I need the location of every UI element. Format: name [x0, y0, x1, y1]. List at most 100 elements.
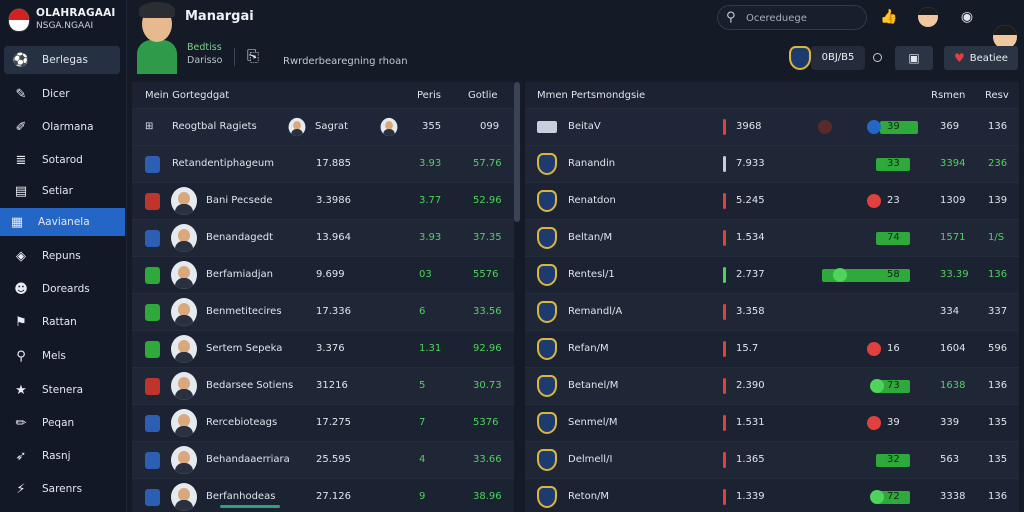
row-name: Bani Pecsede	[206, 195, 273, 206]
table-row[interactable]: Bedarsee Sotiens 31216 5 30.73	[132, 367, 514, 404]
sidebar-item-label: Mels	[42, 350, 66, 362]
row-col2: 38.96	[473, 491, 502, 502]
row-col1: 1638	[940, 380, 966, 391]
table-row[interactable]: Refan/M 15.7 16 1604 596	[525, 330, 1019, 367]
table-row[interactable]: Beltan/M 1.534 74 1571 1/S	[525, 219, 1019, 256]
rating-value: 73	[887, 380, 900, 391]
scrollbar[interactable]	[514, 82, 520, 222]
club-crest-icon	[537, 449, 557, 471]
row-col2: 136	[988, 380, 1008, 391]
sidebar-item-label: Sarenrs	[42, 483, 83, 495]
sidebar-item-9[interactable]: ⚑ Rattan	[4, 308, 120, 336]
table-row[interactable]: Berfamiadjan 9.699 03 5576	[132, 256, 514, 293]
player-avatar	[137, 2, 177, 74]
row-value: 3.3986	[316, 195, 351, 206]
sidebar-item-6[interactable]: ▦ Aavianela	[0, 208, 125, 236]
table-row[interactable]: Behandaaerriara 25.595 4 33.66	[132, 441, 514, 478]
sidebar-item-5[interactable]: ▤ Setiar	[4, 177, 120, 205]
thumbs-up-icon[interactable]: 👍	[880, 9, 898, 25]
sidebar-item-4[interactable]: ≣ Sotarod	[4, 146, 120, 174]
col-header-2[interactable]: Resv	[985, 90, 1009, 101]
sidebar-item-label: Berlegas	[42, 54, 88, 66]
table-row[interactable]: Bani Pecsede 3.3986 3.77 52.96	[132, 182, 514, 219]
row-name: Berfamiadjan	[206, 269, 274, 280]
row-value: 3.358	[736, 306, 765, 317]
row-name: Rentesl/1	[568, 269, 615, 280]
col-header-1[interactable]: Rsmen	[931, 90, 966, 101]
club-crest-icon	[537, 227, 557, 249]
table-row[interactable]: Benandagedt 13.964 3.93 37.35	[132, 219, 514, 256]
club-crest-icon	[537, 121, 557, 133]
table-row-highlight[interactable]: BeitaV 3968 39 369 136	[525, 108, 1019, 145]
table-row[interactable]: Berfanhodeas 27.126 9 38.96	[132, 478, 514, 512]
table-row[interactable]: Rentesl/1 2.737 58 33.39 136	[525, 256, 1019, 293]
trend-marker-icon	[723, 267, 726, 283]
sidebar-item-7[interactable]: ◈ Repuns	[4, 242, 120, 270]
sidebar-item-label: Sotarod	[42, 154, 83, 166]
flag-icon: ⚑	[15, 314, 27, 330]
row-col1: 3.93	[419, 232, 442, 243]
row-col2: 33.66	[473, 454, 502, 465]
club-badge-icon	[145, 156, 160, 173]
row-value: 27.126	[316, 491, 351, 502]
status-dot-icon	[870, 490, 884, 504]
sidebar-item-2[interactable]: ✎ Dicer	[4, 80, 120, 108]
table-row[interactable]: Benmetitecires 17.336 6 33.56	[132, 293, 514, 330]
player-photo	[171, 372, 197, 400]
col-header-2[interactable]: Gotlie	[468, 90, 498, 101]
sidebar-item-label: Stenera	[42, 384, 84, 396]
row-col2: 236	[988, 158, 1008, 169]
sidebar-item-3[interactable]: ✐ Olarmana	[4, 113, 120, 141]
col-header-name[interactable]: Mein Gortegdgat	[145, 90, 230, 101]
table-row[interactable]: Delmell/I 1.365 32 563 135	[525, 441, 1019, 478]
status-dot-icon[interactable]	[873, 53, 882, 62]
player-photo	[171, 187, 197, 215]
player-photo	[171, 261, 197, 289]
rating-bar	[876, 380, 910, 393]
table-row-highlight[interactable]: ⊞ Reogtbal Ragiets Sagrat 355 099	[132, 108, 514, 145]
table-row[interactable]: Remandl/A 3.358 334 337	[525, 293, 1019, 330]
table-row[interactable]: Rercebioteags 17.275 7 5376	[132, 404, 514, 441]
sidebar-item-12[interactable]: ✏ Peqan	[4, 409, 120, 437]
table-row[interactable]: Reton/M 1.339 72 3338 136	[525, 478, 1019, 512]
row-col1: 1309	[940, 195, 966, 206]
table-row[interactable]: Betanel/M 2.390 73 1638 136	[525, 367, 1019, 404]
row-value: 1.365	[736, 454, 765, 465]
avatar-icon: ☻	[14, 281, 28, 297]
menu-button[interactable]: ▣	[895, 46, 933, 70]
search-input[interactable]	[746, 9, 858, 27]
table-row[interactable]: Renatdon 5.245 23 1309 139	[525, 182, 1019, 219]
row-col1: 3.77	[419, 195, 442, 206]
sidebar-item-8[interactable]: ☻ Doreards	[4, 275, 120, 303]
sidebar-item-1[interactable]: ⚽ Berlegas	[4, 46, 120, 74]
row-col2: 596	[988, 343, 1008, 354]
row-col1: 334	[940, 306, 960, 317]
sidebar-item-11[interactable]: ★ Stenera	[4, 376, 120, 404]
row-col1: 9	[419, 491, 426, 502]
row-col2: 1/S	[988, 232, 1005, 243]
sidebar-item-label: Doreards	[42, 283, 90, 295]
club-badge-icon	[145, 378, 160, 395]
sidebar-item-14[interactable]: ⚡ Sarenrs	[4, 475, 120, 503]
profile-description: Rwrderbearegning rhoan	[283, 56, 408, 67]
notification-icon[interactable]: ◉	[960, 9, 974, 25]
share-icon[interactable]: ⎘	[247, 47, 260, 65]
sidebar-item-10[interactable]: ⚲ Mels	[4, 342, 120, 370]
table-row[interactable]: Retandentiphageum 17.885 3.93 57.76	[132, 145, 514, 182]
row-value: 17.885	[316, 158, 351, 169]
col-header-1[interactable]: Peris	[417, 90, 441, 101]
sidebar-item-13[interactable]: ➶ Rasnj	[4, 442, 120, 470]
rating-value: 16	[887, 343, 900, 354]
user-badge-icon[interactable]	[918, 7, 938, 27]
app-logo[interactable]: OLAHRAGAAI NSGA.NGAAI	[6, 6, 126, 36]
favorite-button[interactable]: ♥ Beatiee	[944, 46, 1018, 70]
table-row[interactable]: Sertem Sepeka 3.376 1.31 92.96	[132, 330, 514, 367]
divider	[234, 48, 235, 66]
col-header-name[interactable]: Mmen Pertsmondgsie	[537, 90, 646, 101]
table-row[interactable]: Ranandin 7.933 33 3394 236	[525, 145, 1019, 182]
table-row[interactable]: Senmel/M 1.531 39 339 135	[525, 404, 1019, 441]
search-box[interactable]: ⚲	[717, 5, 867, 30]
rating-value: 39	[887, 121, 900, 132]
user-avatar[interactable]	[993, 25, 1017, 49]
sidebar-item-label: Olarmana	[42, 121, 94, 133]
